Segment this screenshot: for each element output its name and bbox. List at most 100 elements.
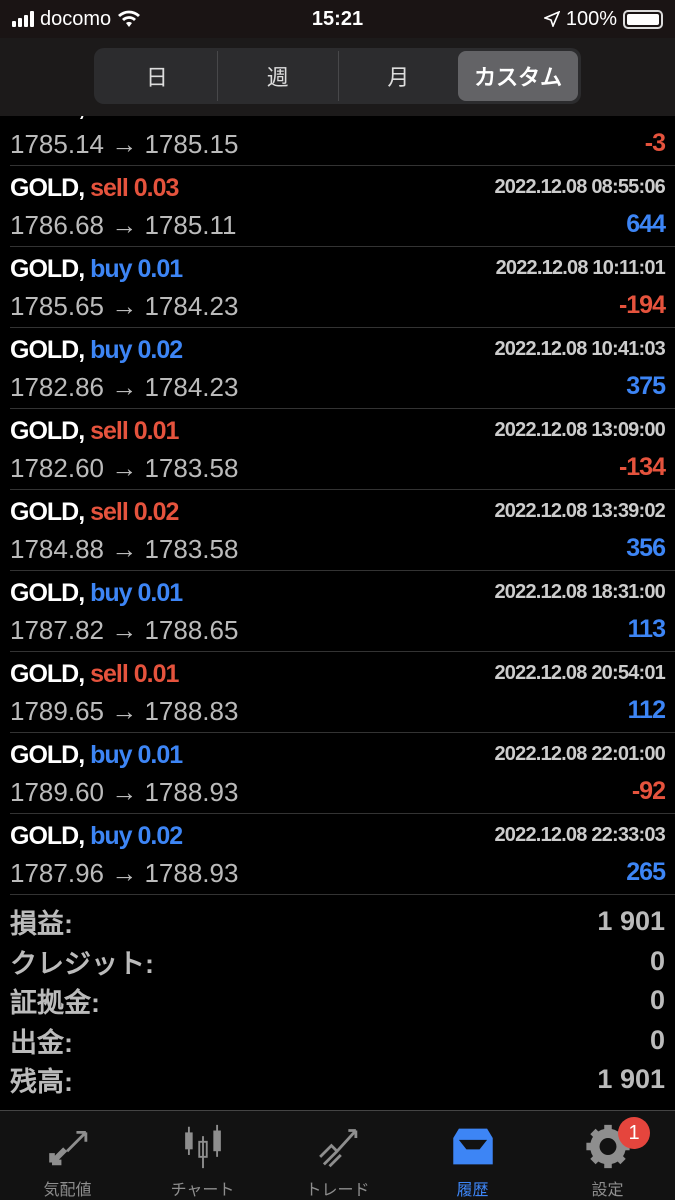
notification-badge: 1 [618, 1117, 650, 1149]
trade-side: buy 0.01 [90, 255, 183, 283]
summary-value: 0 [649, 985, 665, 1016]
symbol: GOLD, [10, 579, 85, 607]
trade-symbol: GOLD, buy 0.01 [10, 255, 183, 284]
trade-profit: -92 [631, 777, 666, 805]
trade-profit: 113 [627, 615, 666, 643]
close-price: 1788.65 [144, 615, 239, 645]
open-price: 1789.65 [10, 696, 104, 726]
tab-quotes-arrows[interactable]: 気配値 [0, 1111, 135, 1200]
close-price: 1788.93 [144, 777, 239, 807]
open-price: 1785.14 [10, 129, 104, 159]
side: buy [90, 741, 132, 769]
trade-row[interactable]: GOLD, sell 0.01 2022.12.08 20:54:01 1789… [10, 652, 675, 733]
segment-day[interactable]: 日 [97, 51, 218, 101]
segment-custom[interactable]: カスタム [458, 51, 578, 101]
trade-side: sell 0.03 [90, 174, 179, 202]
summary-value: 0 [649, 1024, 665, 1055]
trade-side: sell 0.02 [90, 498, 179, 526]
summary-label: 出金: [10, 1027, 73, 1058]
summary: 損益: 1 901 クレジット: 0 証拠金: 0 出金: 0 残高: 1 901 [10, 902, 665, 1100]
trade-profit: -3 [644, 129, 666, 157]
symbol: GOLD, [10, 741, 85, 769]
carrier: docomo [40, 7, 112, 30]
trade-symbol: GOLD, buy 0.02 [10, 822, 184, 851]
trade-profit: 375 [626, 372, 666, 400]
trade-row[interactable]: GOLD, buy 0.01 2022.12.08 22:01:00 1789.… [10, 733, 675, 814]
trade-time: 2022.12.08 22:01:00 [494, 743, 665, 765]
trade-side: buy 0.02 [90, 336, 183, 364]
open-price: 1785.65 [10, 291, 104, 321]
trade-prices: 1785.65 → 1784.23 [10, 291, 239, 321]
period-segmented-control: 日 週 月 カスタム [94, 48, 581, 104]
trade-time: 2022.12.08 13:09:00 [494, 419, 665, 441]
tab-label: チャート [170, 1182, 235, 1199]
close-price: 1783.58 [144, 453, 239, 483]
symbol: GOLD, [10, 336, 85, 364]
trade-symbol: GOLD, buy 0.02 [10, 336, 183, 365]
trade-list[interactable]: GOLD, sell 0.02 2022.12.08 08:2x:xx 1785… [0, 85, 675, 895]
symbol: GOLD, [10, 660, 85, 688]
open-price: 1782.86 [10, 372, 104, 402]
close-price: 1784.23 [144, 372, 239, 402]
tab-label: 気配値 [43, 1182, 92, 1199]
trade-prices: 1785.14 → 1785.15 [10, 129, 239, 159]
open-price: 1787.96 [10, 858, 104, 888]
trade-symbol: GOLD, sell 0.01 [10, 660, 179, 689]
trade-time: 2022.12.08 10:11:01 [495, 257, 666, 279]
side: sell [90, 417, 129, 445]
side: buy [90, 579, 132, 607]
trade-profit: 265 [626, 858, 666, 886]
trade-profit: 644 [626, 210, 666, 238]
history-inbox-icon [452, 1128, 493, 1165]
tab-gear[interactable]: 設定 1 [540, 1111, 675, 1200]
close-price: 1783.58 [144, 534, 239, 564]
open-price: 1786.68 [10, 210, 104, 240]
open-price: 1782.60 [10, 453, 104, 483]
summary-line: 残高: 1 901 [10, 1060, 665, 1100]
battery-icon [623, 9, 663, 29]
trade-row[interactable]: GOLD, sell 0.02 2022.12.08 13:39:02 1784… [10, 490, 675, 571]
symbol: GOLD, [10, 498, 85, 526]
segment-week[interactable]: 週 [218, 51, 339, 101]
open-price: 1787.82 [10, 615, 104, 645]
trade-row[interactable]: GOLD, buy 0.02 2022.12.08 22:33:03 1787.… [10, 814, 675, 895]
open-price: 1784.88 [10, 534, 104, 564]
tab-bar: 気配値 チャート トレード 履歴 設定 1 [0, 1110, 675, 1200]
close-price: 1784.23 [144, 291, 239, 321]
trade-row[interactable]: GOLD, buy 0.01 2022.12.08 18:31:00 1787.… [10, 571, 675, 652]
close-price: 1788.83 [144, 696, 239, 726]
trade-row[interactable]: GOLD, buy 0.02 2022.12.08 10:41:03 1782.… [10, 328, 675, 409]
close-price: 1785.15 [144, 129, 239, 159]
tab-label: 履歴 [456, 1182, 489, 1199]
tab-label: トレード [305, 1182, 370, 1199]
tab-label: 設定 [591, 1182, 624, 1199]
trade-time: 2022.12.08 08:55:06 [494, 176, 665, 198]
summary-line: 証拠金: 0 [10, 981, 665, 1021]
close-price: 1788.93 [144, 858, 239, 888]
summary-value: 1 901 [597, 906, 665, 937]
summary-line: 出金: 0 [10, 1021, 665, 1061]
trade-side: sell 0.01 [90, 660, 179, 688]
trade-row[interactable]: GOLD, buy 0.01 2022.12.08 10:11:01 1785.… [10, 247, 675, 328]
volume: 0.02 [137, 822, 184, 850]
trade-symbol: GOLD, buy 0.01 [10, 741, 183, 770]
summary-value: 1 901 [597, 1064, 665, 1095]
status-bar: docomo 15:21 100% [0, 0, 675, 38]
trade-time: 2022.12.08 22:33:03 [494, 824, 665, 846]
trade-prices: 1789.65 → 1788.83 [10, 696, 239, 726]
tab-trade-trend[interactable]: トレード [270, 1111, 405, 1200]
trade-side: buy 0.02 [90, 822, 184, 850]
trade-row[interactable]: GOLD, sell 0.01 2022.12.08 13:09:00 1782… [10, 409, 675, 490]
trade-row[interactable]: GOLD, sell 0.03 2022.12.08 08:55:06 1786… [10, 166, 675, 247]
tab-candlestick[interactable]: チャート [135, 1111, 270, 1200]
trade-prices: 1784.88 → 1783.58 [10, 534, 239, 564]
trade-time: 2022.12.08 13:39:02 [494, 500, 665, 522]
tab-history-inbox[interactable]: 履歴 [405, 1111, 540, 1200]
symbol: GOLD, [10, 822, 85, 850]
trade-symbol: GOLD, sell 0.01 [10, 417, 179, 446]
segment-month[interactable]: 月 [387, 65, 410, 90]
trade-prices: 1787.96 → 1788.93 [10, 858, 239, 888]
trade-trend-icon [318, 1129, 357, 1168]
quotes-arrows-icon [48, 1130, 87, 1166]
candlestick-icon [184, 1124, 221, 1169]
